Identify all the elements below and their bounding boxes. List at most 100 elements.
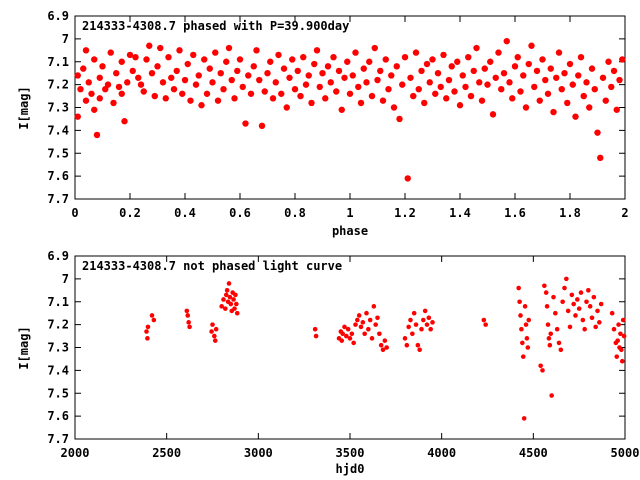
unphased-data-point (187, 324, 192, 330)
unphased-data-point (340, 331, 345, 337)
phased-data-point (478, 97, 486, 104)
phased-data-point (124, 79, 131, 86)
phased-x-axis-title: phase (332, 224, 368, 238)
unphased-data-point (367, 317, 373, 323)
unphased-data-point (518, 313, 523, 318)
phased-y-axis-title: I[mag] (17, 86, 31, 129)
phased-data-point (374, 76, 381, 84)
phased-data-point (360, 65, 367, 72)
phased-x-tick-label: 2 (621, 206, 628, 220)
unphased-data-point (369, 336, 375, 341)
unphased-data-point (580, 317, 586, 323)
unphased-data-point (422, 308, 428, 314)
phased-data-point (544, 90, 552, 97)
unphased-data-point (521, 416, 527, 421)
phased-x-tick-label: 1 (346, 206, 353, 220)
unphased-data-point (353, 322, 358, 327)
unphased-data-point (428, 326, 433, 332)
phased-data-point (159, 79, 167, 86)
unphased-data-point (516, 285, 521, 291)
unphased-data-point (562, 285, 567, 291)
unphased-data-point (145, 324, 151, 330)
phased-data-point (583, 79, 590, 86)
unphased-data-point (619, 358, 625, 364)
phased-data-point (261, 88, 268, 95)
unphased-y-tick-label: 7.2 (47, 318, 69, 332)
unphased-data-point (573, 313, 578, 318)
unphased-data-point (358, 324, 364, 330)
phased-data-point (355, 83, 362, 91)
phased-data-point (335, 67, 343, 75)
phased-data-point (280, 65, 288, 72)
phased-data-point (228, 76, 235, 84)
phased-data-point (74, 113, 81, 120)
phased-data-point (154, 63, 161, 70)
phased-data-point (377, 67, 384, 75)
phased-data-point (489, 111, 497, 118)
phased-data-point (302, 81, 310, 88)
phased-data-point (352, 49, 359, 56)
unphased-data-point (410, 331, 415, 337)
unphased-data-point (424, 322, 430, 327)
phased-data-point (462, 83, 469, 91)
unphased-data-point (415, 342, 421, 348)
phased-data-point (151, 92, 158, 100)
phased-data-point (333, 88, 340, 95)
phased-data-point (212, 49, 219, 56)
unphased-data-point (408, 317, 413, 323)
unphased-data-point (209, 329, 214, 334)
phased-data-point (93, 131, 101, 139)
phased-data-point (588, 65, 596, 72)
unphased-chart-title: 214333-4308.7 not phased light curve (82, 259, 342, 273)
phased-data-point (594, 129, 601, 136)
unphased-data-point (417, 347, 422, 353)
unphased-data-point (586, 288, 591, 293)
phased-data-point (382, 56, 389, 63)
phased-data-point (404, 175, 411, 182)
phased-data-point (327, 79, 334, 86)
unphased-data-point (621, 333, 627, 339)
phased-data-point (113, 69, 120, 77)
phased-data-point (256, 76, 263, 84)
unphased-data-point (569, 292, 575, 298)
phased-data-point (143, 56, 150, 63)
phased-data-point (264, 69, 271, 77)
unphased-data-point (151, 317, 157, 323)
phased-y-tick-label: 7 (62, 32, 69, 46)
unphased-x-tick-label: 2000 (61, 446, 90, 460)
phased-data-point (250, 63, 257, 70)
unphased-data-point (543, 290, 549, 295)
phased-data-point (322, 95, 329, 102)
phased-data-point (349, 72, 356, 79)
unphased-data-point (520, 354, 526, 359)
phased-data-point (165, 53, 172, 61)
unphased-data-point (186, 320, 191, 325)
unphased-data-point (362, 331, 367, 337)
phased-data-point (157, 44, 164, 52)
phased-data-point (162, 95, 169, 102)
unphased-data-point (544, 304, 550, 309)
unphased-data-point (597, 320, 602, 325)
unphased-data-point (223, 292, 229, 298)
unphased-y-tick-label: 7.4 (47, 363, 69, 377)
phased-data-point (74, 72, 81, 79)
phased-data-point (547, 65, 554, 72)
phased-data-point (140, 88, 147, 95)
phased-data-point (118, 58, 125, 65)
unphased-data-point (351, 340, 356, 346)
phased-data-point (410, 92, 417, 100)
phased-data-point (610, 67, 618, 75)
phased-data-point (297, 92, 304, 100)
unphased-data-point (234, 301, 239, 307)
phased-data-point (366, 58, 373, 65)
unphased-data-point (224, 288, 230, 293)
unphased-data-point (609, 310, 615, 316)
unphased-data-point (344, 333, 349, 339)
phased-data-point (181, 76, 189, 84)
phased-data-point (605, 58, 612, 65)
unphased-chart: 6.9 7 7.1 7.2 7.3 7.4 7.5 7.6 7.7 2000 2500 3000 35… (17, 249, 639, 476)
phased-data-point (319, 69, 326, 77)
phased-data-point (198, 102, 205, 109)
unphased-data-point (347, 336, 353, 341)
